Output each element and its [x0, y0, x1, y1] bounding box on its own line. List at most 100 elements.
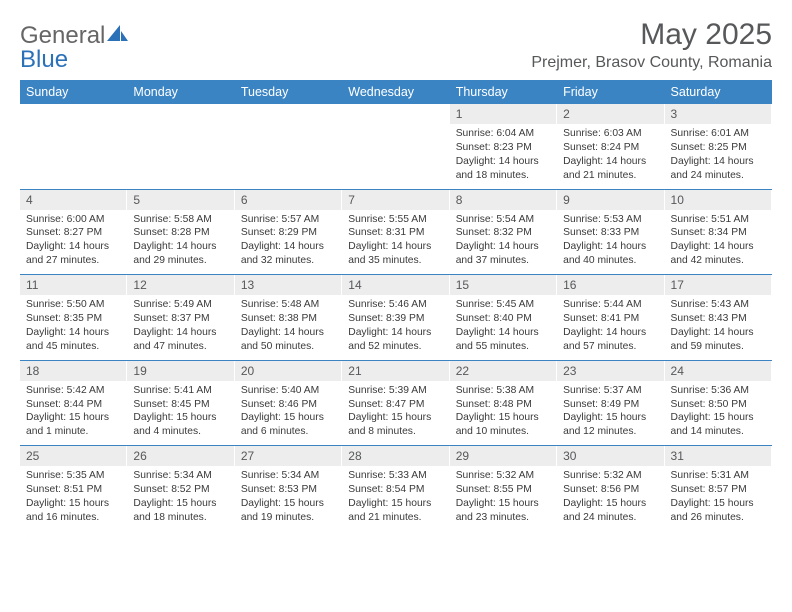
- day-cell: Sunrise: 5:32 AMSunset: 8:55 PMDaylight:…: [450, 466, 557, 531]
- day-content-row: Sunrise: 5:50 AMSunset: 8:35 PMDaylight:…: [20, 295, 772, 360]
- day-cell: Sunrise: 5:57 AMSunset: 8:29 PMDaylight:…: [235, 210, 342, 275]
- daylight-line: Daylight: 15 hours and 14 minutes.: [671, 411, 765, 439]
- sunrise-line: Sunrise: 5:35 AM: [26, 469, 120, 483]
- daylight-line: Daylight: 14 hours and 42 minutes.: [671, 240, 765, 268]
- day-content-row: Sunrise: 6:04 AMSunset: 8:23 PM Daylight:…: [20, 124, 772, 189]
- sunrise-line: Sunrise: 5:48 AM: [241, 298, 335, 312]
- sunset-line: Sunset: 8:40 PM: [456, 312, 550, 326]
- sunset-line: Sunset: 8:31 PM: [348, 226, 442, 240]
- sunset-line: Sunset: 8:55 PM: [456, 483, 550, 497]
- daylight-line: Daylight: 15 hours and 16 minutes.: [26, 497, 120, 525]
- day-number: 21: [342, 361, 449, 381]
- calendar-week: 123Sunrise: 6:04 AMSunset: 8:23 PMDaylig…: [20, 104, 772, 190]
- day-cell: Sunrise: 5:55 AMSunset: 8:31 PMDaylight:…: [342, 210, 449, 275]
- day-cell: Sunrise: 5:33 AMSunset: 8:54 PMDaylight:…: [342, 466, 449, 531]
- daylight-line: Daylight: 14 hours and 45 minutes.: [26, 326, 120, 354]
- daylight-line: Daylight: 14 hours and 50 minutes.: [241, 326, 335, 354]
- day-cell: Sunrise: 5:42 AMSunset: 8:44 PMDaylight:…: [20, 381, 127, 446]
- day-cell: [127, 124, 234, 189]
- day-number: 28: [342, 446, 449, 466]
- daylight-line: Daylight: 14 hours and 47 minutes.: [133, 326, 227, 354]
- sunrise-line: Sunrise: 5:38 AM: [456, 384, 550, 398]
- day-content-row: Sunrise: 5:42 AMSunset: 8:44 PM Daylight:…: [20, 381, 772, 446]
- day-cell: Sunrise: 5:35 AMSunset: 8:51 PMDaylight:…: [20, 466, 127, 531]
- sunset-line: Sunset: 8:32 PM: [456, 226, 550, 240]
- day-number: 19: [127, 361, 234, 381]
- day-cell: Sunrise: 5:49 AMSunset: 8:37 PMDaylight:…: [127, 295, 234, 360]
- day-number: 17: [665, 275, 772, 295]
- sunset-line: Sunset: 8:34 PM: [671, 226, 765, 240]
- sunrise-line: Sunrise: 6:01 AM: [671, 127, 765, 141]
- day-cell: Sunrise: 5:51 AMSunset: 8:34 PMDaylight:…: [665, 210, 772, 275]
- day-cell: Sunrise: 5:38 AMSunset: 8:48 PMDaylight:…: [450, 381, 557, 446]
- daylight-line: Daylight: 15 hours and 19 minutes.: [241, 497, 335, 525]
- day-number-row: 45678910: [20, 190, 772, 210]
- day-number: 10: [665, 190, 772, 210]
- day-number: 27: [235, 446, 342, 466]
- day-cell: Sunrise: 5:53 AMSunset: 8:33 PMDaylight:…: [557, 210, 664, 275]
- day-cell: Sunrise: 5:34 AMSunset: 8:52 PMDaylight:…: [127, 466, 234, 531]
- day-number: [20, 104, 127, 124]
- sunset-line: Sunset: 8:24 PM: [563, 141, 657, 155]
- weekday-header: Thursday: [450, 80, 557, 104]
- weekday-header-row: SundayMondayTuesdayWednesdayThursdayFrid…: [20, 80, 772, 104]
- sunrise-line: Sunrise: 5:37 AM: [563, 384, 657, 398]
- sunset-line: Sunset: 8:57 PM: [671, 483, 765, 497]
- day-number: 9: [557, 190, 664, 210]
- day-cell: Sunrise: 6:04 AMSunset: 8:23 PMDaylight:…: [450, 124, 557, 189]
- sunrise-line: Sunrise: 6:03 AM: [563, 127, 657, 141]
- daylight-line: Daylight: 14 hours and 27 minutes.: [26, 240, 120, 268]
- sunset-line: Sunset: 8:48 PM: [456, 398, 550, 412]
- sunset-line: Sunset: 8:47 PM: [348, 398, 442, 412]
- daylight-line: Daylight: 14 hours and 59 minutes.: [671, 326, 765, 354]
- day-number: 4: [20, 190, 127, 210]
- daylight-line: Daylight: 14 hours and 29 minutes.: [133, 240, 227, 268]
- day-number: 7: [342, 190, 449, 210]
- sunrise-line: Sunrise: 5:32 AM: [563, 469, 657, 483]
- sunrise-line: Sunrise: 6:04 AM: [456, 127, 550, 141]
- sunset-line: Sunset: 8:44 PM: [26, 398, 120, 412]
- sunset-line: Sunset: 8:46 PM: [241, 398, 335, 412]
- day-cell: Sunrise: 5:41 AMSunset: 8:45 PMDaylight:…: [127, 381, 234, 446]
- day-cell: Sunrise: 5:37 AMSunset: 8:49 PMDaylight:…: [557, 381, 664, 446]
- day-cell: Sunrise: 5:45 AMSunset: 8:40 PMDaylight:…: [450, 295, 557, 360]
- day-number: 30: [557, 446, 664, 466]
- sunrise-line: Sunrise: 5:42 AM: [26, 384, 120, 398]
- day-number-row: 25262728293031: [20, 446, 772, 466]
- weekday-header: Tuesday: [235, 80, 342, 104]
- sunrise-line: Sunrise: 5:31 AM: [671, 469, 765, 483]
- daylight-line: Daylight: 14 hours and 55 minutes.: [456, 326, 550, 354]
- daylight-line: Daylight: 15 hours and 6 minutes.: [241, 411, 335, 439]
- sunset-line: Sunset: 8:23 PM: [456, 141, 550, 155]
- weekday-header: Sunday: [20, 80, 127, 104]
- day-number: 29: [450, 446, 557, 466]
- calendar-week: 25262728293031Sunrise: 5:35 AMSunset: 8:…: [20, 446, 772, 531]
- daylight-line: Daylight: 14 hours and 52 minutes.: [348, 326, 442, 354]
- day-cell: Sunrise: 6:00 AMSunset: 8:27 PMDaylight:…: [20, 210, 127, 275]
- day-cell: Sunrise: 5:43 AMSunset: 8:43 PMDaylight:…: [665, 295, 772, 360]
- sunrise-line: Sunrise: 5:43 AM: [671, 298, 765, 312]
- day-number: [235, 104, 342, 124]
- sunset-line: Sunset: 8:52 PM: [133, 483, 227, 497]
- day-number: 18: [20, 361, 127, 381]
- calendar-week: 11121314151617Sunrise: 5:50 AMSunset: 8:…: [20, 275, 772, 361]
- sunrise-line: Sunrise: 5:39 AM: [348, 384, 442, 398]
- day-number: 14: [342, 275, 449, 295]
- sunset-line: Sunset: 8:43 PM: [671, 312, 765, 326]
- sunset-line: Sunset: 8:53 PM: [241, 483, 335, 497]
- day-content-row: Sunrise: 6:00 AMSunset: 8:27 PMDaylight:…: [20, 210, 772, 275]
- day-cell: [235, 124, 342, 189]
- sunrise-line: Sunrise: 5:34 AM: [133, 469, 227, 483]
- calendar-week: 18192021222324Sunrise: 5:42 AMSunset: 8:…: [20, 361, 772, 447]
- daylight-line: Daylight: 14 hours and 21 minutes.: [563, 155, 657, 183]
- sunset-line: Sunset: 8:29 PM: [241, 226, 335, 240]
- sunrise-line: Sunrise: 5:54 AM: [456, 213, 550, 227]
- day-cell: Sunrise: 5:36 AMSunset: 8:50 PMDaylight:…: [665, 381, 772, 446]
- day-number: [127, 104, 234, 124]
- logo-text-1: General: [20, 22, 105, 49]
- day-cell: Sunrise: 6:03 AMSunset: 8:24 PMDaylight:…: [557, 124, 664, 189]
- sunrise-line: Sunrise: 5:45 AM: [456, 298, 550, 312]
- sunset-line: Sunset: 8:45 PM: [133, 398, 227, 412]
- day-cell: Sunrise: 5:54 AMSunset: 8:32 PMDaylight:…: [450, 210, 557, 275]
- sunrise-line: Sunrise: 5:55 AM: [348, 213, 442, 227]
